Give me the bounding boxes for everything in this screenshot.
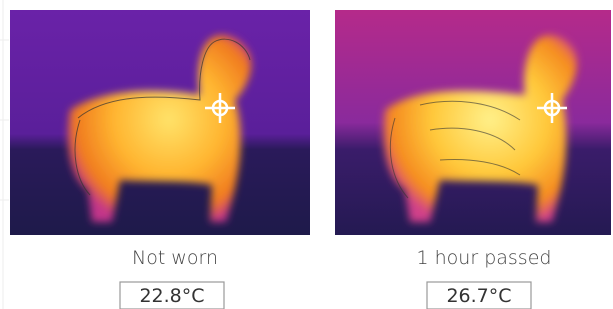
background-grid: [0, 0, 9, 309]
thermal-image-left: [10, 10, 310, 235]
temperature: 26.7°C: [446, 285, 511, 307]
page: Not worn 22.8°C 1 hour passed 26.7°C: [0, 0, 613, 309]
caption: Not worn: [132, 247, 218, 269]
thermal-image-right: [335, 10, 611, 235]
temperature: 22.8°C: [139, 285, 204, 307]
caption: 1 hour passed: [417, 247, 552, 269]
